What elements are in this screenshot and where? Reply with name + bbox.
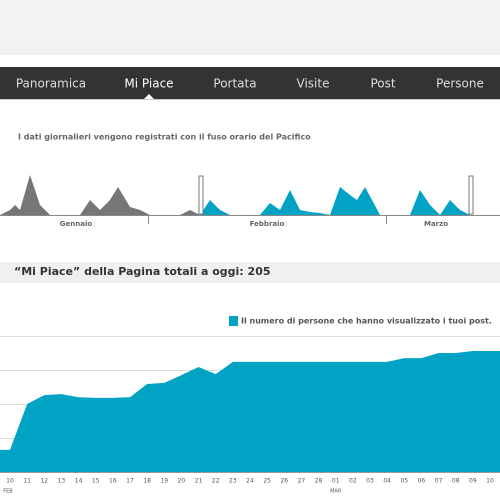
x-tick-label: 10	[6, 478, 14, 485]
month-label: Febbraio	[250, 220, 285, 228]
x-tick-label: 03	[366, 478, 374, 485]
x-tick-label: 18	[143, 478, 151, 485]
x-tick-label: 14	[75, 478, 83, 485]
month-label: Gennaio	[60, 220, 93, 228]
range-handle[interactable]	[198, 175, 204, 215]
x-tick-label: 23	[229, 478, 237, 485]
area	[0, 350, 500, 472]
nav-item[interactable]: Persone	[436, 77, 484, 91]
x-tick-label: 04	[383, 478, 391, 485]
active-indicator	[144, 94, 154, 99]
x-tick-label: 09	[469, 478, 477, 485]
x-tick-label: 05	[400, 478, 408, 485]
legend-swatch	[229, 316, 238, 326]
x-tick-label: 07	[435, 478, 443, 485]
x-tick-label: 17	[126, 478, 134, 485]
month-label: Marzo	[424, 220, 448, 228]
x-tick-label: 28	[315, 478, 323, 485]
x-tick-label: 11	[23, 478, 31, 485]
x-tick-label: 08	[452, 478, 460, 485]
x-tick-label: 25	[263, 478, 271, 485]
nav-bar	[0, 67, 500, 99]
nav-item[interactable]: Mi Piace	[124, 77, 173, 91]
x-tick-label: 20	[178, 478, 186, 485]
timeline-area	[200, 187, 470, 215]
month-label: MAR	[330, 489, 342, 495]
range-handle[interactable]	[468, 175, 474, 215]
x-tick-label: 15	[92, 478, 100, 485]
x-tick-label: 02	[349, 478, 357, 485]
x-tick-label: 24	[246, 478, 254, 485]
x-tick-label: 27	[298, 478, 306, 485]
nav-item[interactable]: Panoramica	[16, 77, 86, 91]
nav-item[interactable]: Portata	[213, 77, 256, 91]
x-tick-label: 12	[40, 478, 48, 485]
x-tick-label: 01	[332, 478, 340, 485]
x-tick-label: 06	[418, 478, 426, 485]
nav-item[interactable]: Visite	[297, 77, 330, 91]
top-band	[0, 0, 500, 55]
x-tick-label: 19	[160, 478, 168, 485]
title-band	[0, 262, 500, 283]
timeline-note: I dati giornalieri vengono registrati co…	[18, 133, 311, 142]
x-tick-label: 22	[212, 478, 220, 485]
x-tick-label: 13	[58, 478, 66, 485]
nav-border	[0, 99, 500, 100]
likes-title: “Mi Piace” della Pagina totali a oggi: 2…	[14, 265, 271, 278]
nav-item[interactable]: Post	[370, 77, 395, 91]
x-tick-label: 10	[486, 478, 494, 485]
timeline-area	[0, 175, 200, 215]
x-tick-label: 26	[280, 478, 288, 485]
x-tick-label: 16	[109, 478, 117, 485]
x-tick-label: 21	[195, 478, 203, 485]
legend-label: Il numero di persone che hanno visualizz…	[241, 317, 492, 326]
month-label: FEB	[3, 489, 13, 495]
